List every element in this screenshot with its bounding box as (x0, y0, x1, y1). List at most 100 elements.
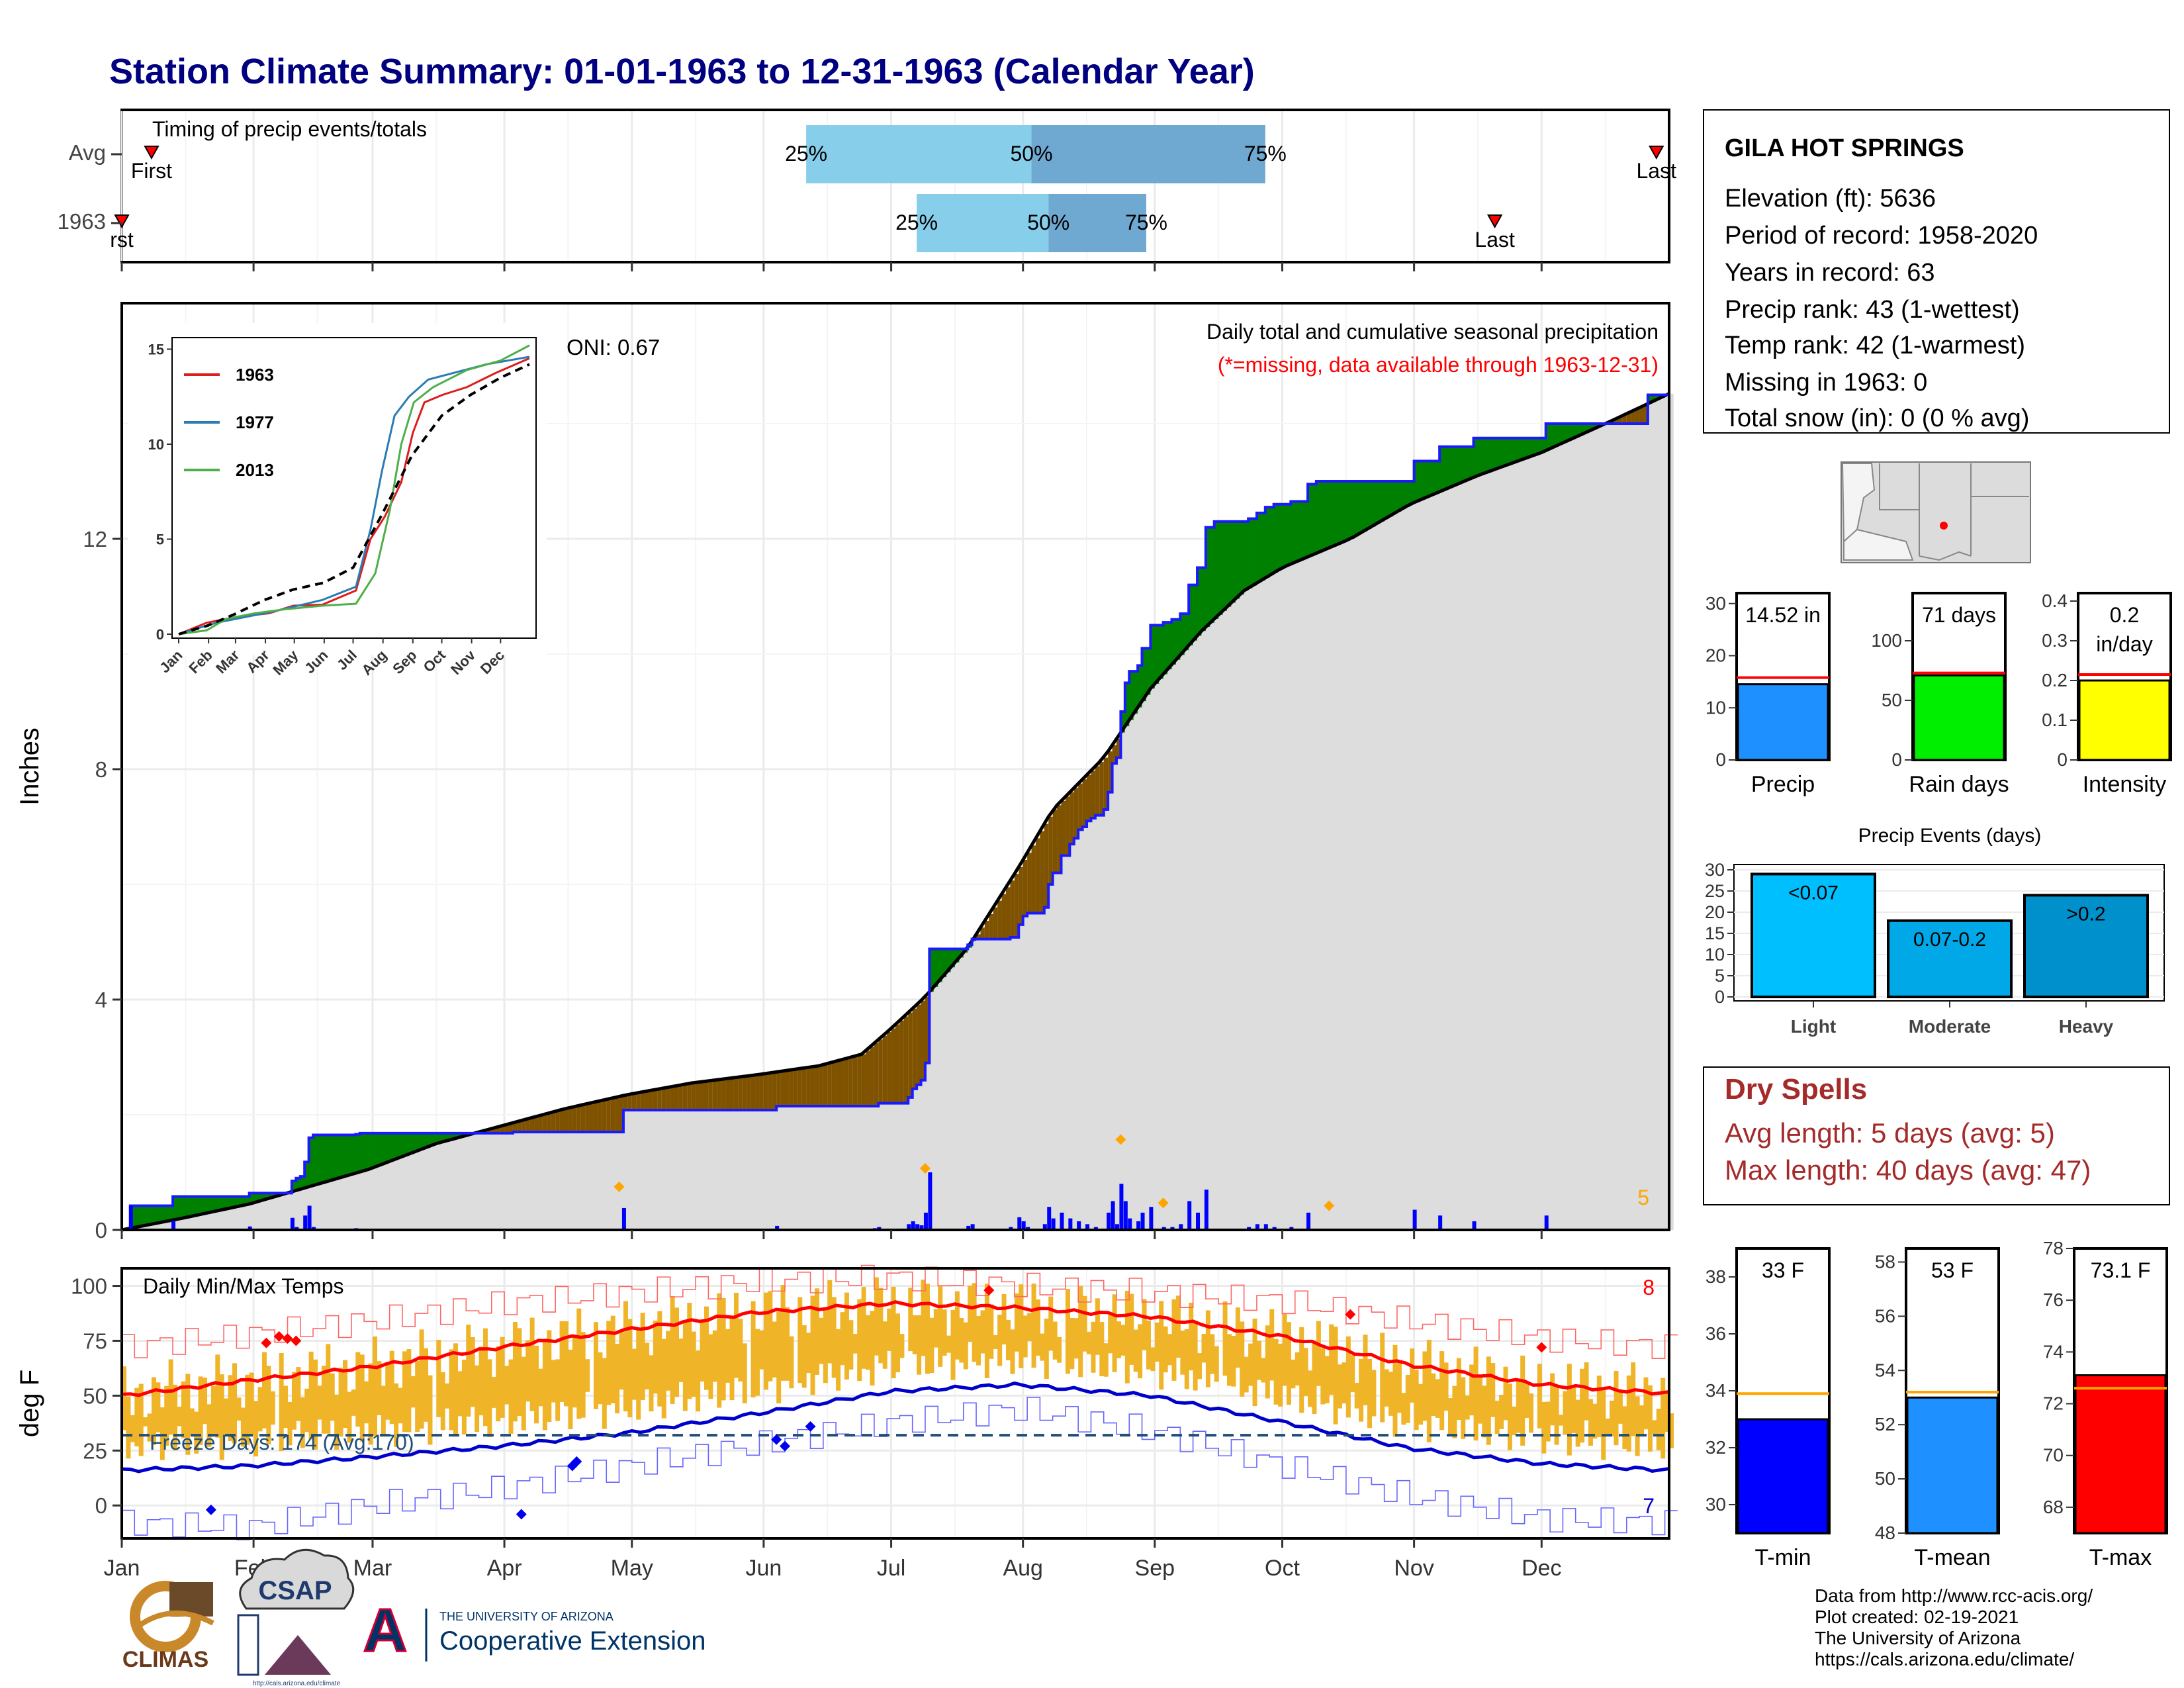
timing-q25-label: 25% (895, 211, 938, 234)
csap-logo: CSAP http://cals.arizona.edu/climate (237, 1548, 355, 1687)
events-bar-label: 0.07-0.2 (1913, 929, 1986, 951)
gauge-precip-tick: 0 (1715, 749, 1726, 770)
record-high-count: 8 (1643, 1276, 1655, 1299)
footer-line-2: Plot created: 02-19-2021 (1815, 1607, 2019, 1627)
daily-precip-bar (1042, 1224, 1047, 1230)
record-low-marker (771, 1434, 782, 1445)
extreme-count: 5 (1637, 1186, 1649, 1209)
record-low-marker (205, 1504, 216, 1515)
gauge-t-mean-tick: 58 (1875, 1251, 1895, 1272)
gauge-t-mean-bar (1906, 1396, 1999, 1534)
daily-precip-bar (1051, 1218, 1056, 1230)
daily-precip-bar (1136, 1221, 1141, 1230)
station-elevation: Elevation (ft): 5636 (1725, 185, 1936, 212)
footer-line-4: https://cals.arizona.edu/climate/ (1815, 1649, 2074, 1669)
events-y-tick: 25 (1705, 881, 1725, 901)
month-axis: Jan Feb Mar Apr May Jun Jul Aug Sep Oct Nov Dec (104, 262, 1562, 1581)
temp-title: Daily Min/Max Temps (143, 1274, 343, 1298)
gauge-t-mean-tick: 54 (1875, 1360, 1895, 1380)
daily-precip-bar (307, 1205, 312, 1230)
timing-last-marker (1649, 146, 1664, 160)
gauge-t-max-bar (2074, 1374, 2167, 1534)
gauge-precip-tick: 30 (1706, 593, 1726, 614)
station-location-marker (1940, 522, 1948, 530)
gauge-t-mean-tick: 56 (1875, 1305, 1895, 1326)
station-years: Years in record: 63 (1725, 259, 1935, 287)
record-low-marker (805, 1421, 816, 1432)
temp-y-axis: 0 25 50 75 100 (71, 1274, 122, 1518)
daily-precip-bar (1017, 1217, 1022, 1230)
daily-precip-bar (1170, 1227, 1175, 1230)
gauge-t-min-label: T-min (1755, 1545, 1811, 1570)
daily-precip-bar (1263, 1224, 1268, 1230)
cumulative-title: Daily total and cumulative seasonal prec… (1206, 320, 1659, 344)
csap-logo-text: CSAP (258, 1576, 332, 1605)
gauge-rain-days-bar (1913, 674, 2005, 761)
timing-first-label: rst (110, 228, 134, 252)
gauge-precip-bar (1737, 683, 1829, 761)
timing-q50-label: 50% (1027, 211, 1069, 234)
daily-precip-bar (1412, 1209, 1417, 1230)
month-tick-label: Aug (1003, 1556, 1043, 1581)
daily-precip-bar (1060, 1212, 1064, 1230)
daily-precip-bar (907, 1224, 911, 1230)
record-high-marker (1536, 1342, 1547, 1353)
arizona-a-mark: A (363, 1597, 407, 1664)
cumulative-y-tick: 4 (95, 988, 107, 1012)
timing-q25-q50-bar-1963 (917, 194, 1049, 252)
inset-y-tick: 0 (156, 626, 164, 643)
timing-q25-label: 25% (785, 142, 827, 165)
gauge-t-min-tick: 30 (1706, 1494, 1726, 1515)
timing-q50-q75-bar-1963 (1048, 194, 1146, 252)
station-snow: Total snow (in): 0 (0 % avg) (1725, 404, 2029, 432)
gauge-t-min-tick: 38 (1706, 1266, 1726, 1287)
extreme-precip-marker (919, 1163, 931, 1174)
record-high-line (122, 1264, 1678, 1360)
inset-series-1977 (178, 355, 530, 635)
dry-spells-avg: Avg length: 5 days (avg: 5) (1725, 1117, 2055, 1149)
inset-legend: 1963 1977 2013 (184, 365, 274, 480)
inset-series-avg (178, 363, 530, 635)
page-title: Station Climate Summary: 01-01-1963 to 1… (109, 52, 1255, 91)
daily-precip-bar (295, 1227, 299, 1230)
temperature-gauges: 30 32 34 36 38 33 F T-min 48 50 52 54 56 58 53 F T-mea… (1706, 1238, 2168, 1570)
daily-precip-bar (1093, 1227, 1098, 1230)
extreme-precip-marker (1158, 1197, 1169, 1209)
inset-series-2013 (178, 344, 530, 635)
dry-spells-title: Dry Spells (1725, 1073, 1867, 1105)
gauge-precip-label: Precip (1751, 772, 1815, 797)
daily-precip-bar (1077, 1221, 1081, 1230)
daily-precip-bar (1115, 1224, 1119, 1230)
gauge-t-mean-tick: 52 (1875, 1414, 1895, 1434)
gauge-t-max-tick: 74 (2043, 1341, 2064, 1362)
gauge-intensity-tick: 0 (2057, 749, 2068, 770)
gauge-intensity-tick: 0.3 (2042, 630, 2068, 651)
record-low-marker (571, 1456, 582, 1467)
inset-y-tick: 10 (148, 436, 164, 453)
daily-precip-bar (303, 1215, 308, 1230)
daily-precip-bar (1438, 1215, 1443, 1230)
timing-q50-q75-bar-Avg (1031, 125, 1265, 183)
daily-precip-bar (1111, 1201, 1115, 1230)
daily-precip-bar (1068, 1218, 1073, 1230)
station-name: GILA HOT SPRINGS (1725, 134, 1964, 162)
events-y-tick: 20 (1705, 902, 1725, 922)
record-high-marker (983, 1285, 995, 1296)
gauge-rain-days-tick: 0 (1891, 749, 1902, 770)
gauge-t-mean: 48 50 52 54 56 58 53 F T-mean (1875, 1247, 2000, 1570)
timing-last-marker (1486, 214, 1503, 229)
record-high-marker (261, 1337, 272, 1348)
dry-spells-max: Max length: 40 days (avg: 47) (1725, 1154, 2091, 1186)
record-high-marker (282, 1333, 293, 1344)
daily-precip-bar (1119, 1184, 1124, 1230)
gauge-intensity-tick: 0.4 (2042, 590, 2068, 611)
cumulative-y-label: Inches (15, 727, 44, 806)
month-tick-label: May (611, 1556, 653, 1581)
daily-precip-bar (312, 1227, 316, 1230)
events-title: Precip Events (days) (1858, 825, 2042, 847)
record-high-marker (273, 1331, 285, 1342)
locator-map (1841, 461, 2031, 563)
daily-precip-bar (928, 1172, 933, 1230)
gauge-t-max-tick: 68 (2043, 1497, 2064, 1517)
